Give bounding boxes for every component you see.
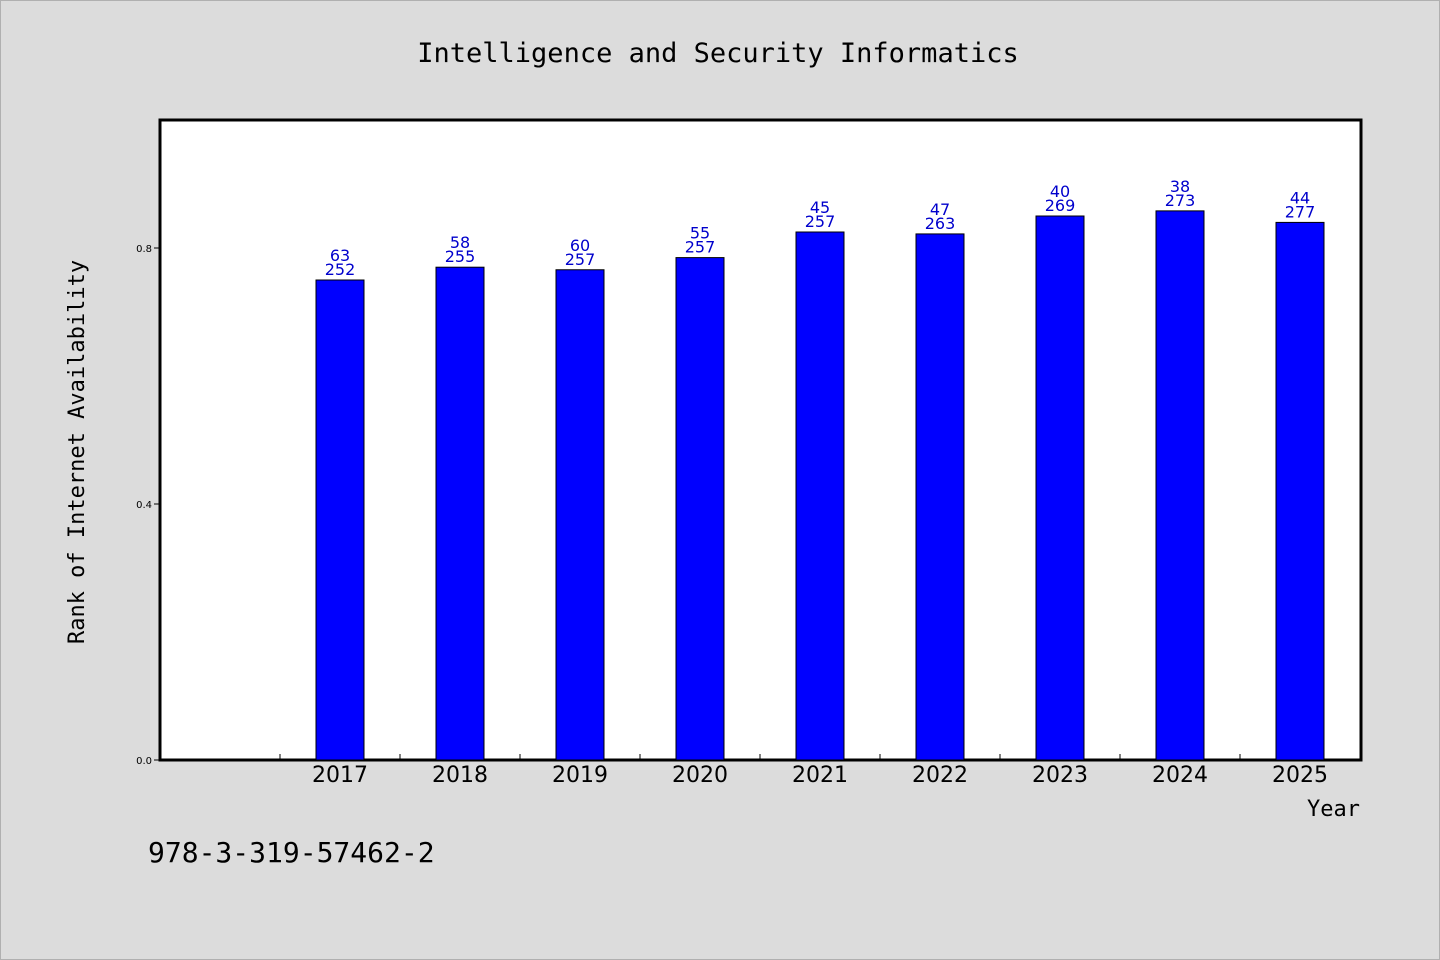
x-tick-label: 2021 [792, 763, 848, 788]
data-label-total: 257 [565, 250, 596, 269]
bar-2018 [435, 266, 485, 761]
bar-2023 [1035, 215, 1085, 761]
x-axis-title: Year [1307, 797, 1360, 822]
data-label-total: 252 [325, 260, 356, 279]
bar-2024 [1155, 210, 1205, 761]
data-label-rank: 45 [810, 198, 830, 217]
data-label-total: 269 [1045, 196, 1076, 215]
isbn-label: 978-3-319-57462-2 [148, 836, 435, 869]
data-label-rank: 63 [330, 246, 350, 265]
x-tick-label: 2022 [912, 763, 968, 788]
y-axis: 0.0 0.4 0.8 [136, 244, 160, 767]
data-label-rank: 38 [1170, 177, 1190, 196]
bar-2017 [315, 279, 365, 761]
data-label-rank: 55 [690, 224, 710, 243]
data-labels: 6325258255602575525745257472634026938273… [325, 177, 1316, 279]
bar-2021 [795, 231, 845, 761]
data-label-total: 255 [445, 247, 476, 266]
data-label-rank: 47 [930, 200, 950, 219]
x-axis [279, 754, 1361, 760]
x-tick-label: 2020 [672, 763, 728, 788]
x-tick-label: 2024 [1152, 763, 1208, 788]
bar-2019 [555, 269, 605, 761]
y-tick-label: 0.4 [136, 500, 152, 511]
data-label-rank: 40 [1050, 182, 1070, 201]
bar-2020 [675, 257, 725, 761]
bar-series [315, 210, 1325, 761]
category-labels: 2017 2018 2019 2020 2021 2022 2023 2024 2025 [312, 763, 1328, 788]
y-tick-label: 0.0 [136, 756, 152, 767]
data-label-rank: 44 [1290, 188, 1310, 207]
data-label-total: 257 [685, 238, 716, 257]
chart-title: Intelligence and Security Informatics [417, 38, 1018, 69]
x-tick-label: 2019 [552, 763, 608, 788]
bar-2022 [915, 233, 965, 761]
bar-2025 [1275, 221, 1325, 761]
x-tick-label: 2023 [1032, 763, 1088, 788]
data-label-total: 273 [1165, 191, 1196, 210]
y-axis-title: Rank of Internet Availability [65, 260, 90, 644]
data-label-rank: 58 [450, 233, 470, 252]
data-label-total: 257 [805, 212, 836, 231]
data-label-total: 263 [925, 214, 956, 233]
x-tick-label: 2018 [432, 763, 488, 788]
data-label-rank: 60 [570, 236, 590, 255]
x-tick-label: 2025 [1272, 763, 1328, 788]
x-tick-label: 2017 [312, 763, 368, 788]
data-label-total: 277 [1285, 202, 1316, 221]
y-tick-label: 0.8 [136, 244, 152, 255]
